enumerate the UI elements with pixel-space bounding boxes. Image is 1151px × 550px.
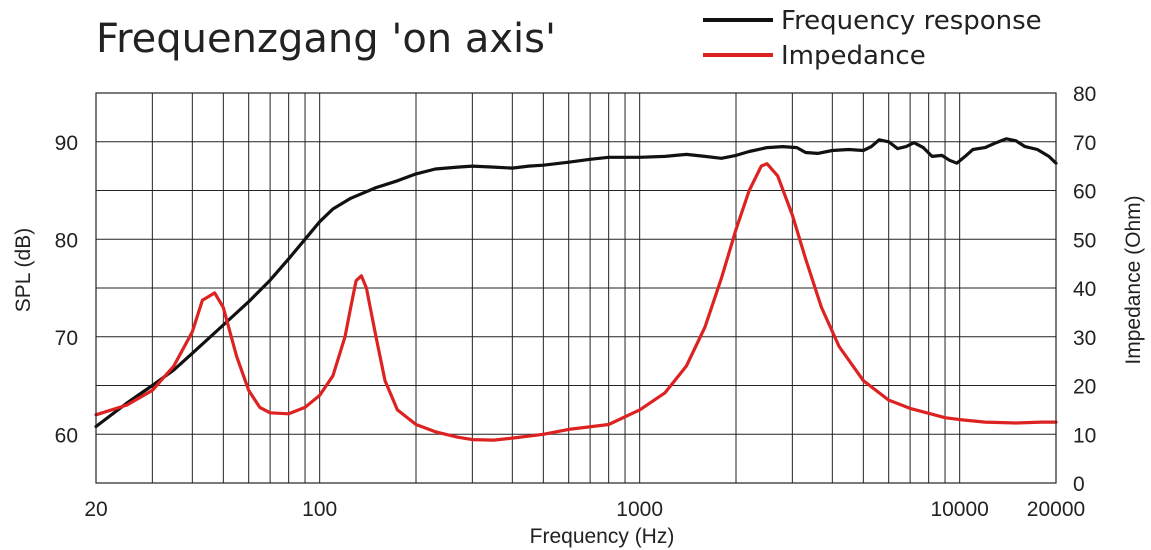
plot-frame xyxy=(95,92,1057,484)
y2-tick-label: 60 xyxy=(1073,181,1096,204)
y2-axis-label: Impedance (Ohm) xyxy=(1122,195,1145,364)
y2-tick-label: 50 xyxy=(1073,229,1096,252)
y2-tick-label: 0 xyxy=(1073,473,1085,496)
y2-tick-label: 30 xyxy=(1073,327,1096,350)
x-tick-labels: 20 100 1000 10000 20000 xyxy=(84,498,1085,521)
chart-title: Frequenzgang 'on axis' xyxy=(96,16,556,62)
x-tick-label: 10000 xyxy=(930,498,988,521)
legend-label-impedance: Impedance xyxy=(781,41,926,71)
x-axis-label: Frequency (Hz) xyxy=(530,525,675,548)
y2-tick-label: 80 xyxy=(1073,83,1096,106)
y2-tick-labels: 0 10 20 30 40 50 60 70 80 xyxy=(1073,83,1096,496)
y-axis-label: SPL (dB) xyxy=(12,228,35,312)
legend-label-frequency-response: Frequency response xyxy=(781,6,1042,36)
x-tick-label: 100 xyxy=(302,498,337,521)
x-tick-label: 20 xyxy=(84,498,107,521)
series-line-impedance xyxy=(94,162,1058,442)
y-tick-label: 80 xyxy=(55,229,78,252)
y-tick-label: 90 xyxy=(55,132,78,155)
y2-tick-label: 10 xyxy=(1073,424,1096,447)
x-tick-label: 1000 xyxy=(616,498,663,521)
grid xyxy=(96,93,1056,483)
y2-tick-label: 70 xyxy=(1073,132,1096,155)
series-layer xyxy=(94,137,1058,442)
y-tick-labels: 60 70 80 90 xyxy=(55,132,78,448)
x-tick-label: 20000 xyxy=(1027,498,1085,521)
series-line-frequency-response xyxy=(94,137,1058,429)
y2-tick-label: 20 xyxy=(1073,376,1096,399)
y-tick-label: 60 xyxy=(55,424,78,447)
y2-tick-label: 40 xyxy=(1073,278,1096,301)
y-tick-label: 70 xyxy=(55,327,78,350)
legend: Frequency response Impedance xyxy=(703,6,1042,71)
